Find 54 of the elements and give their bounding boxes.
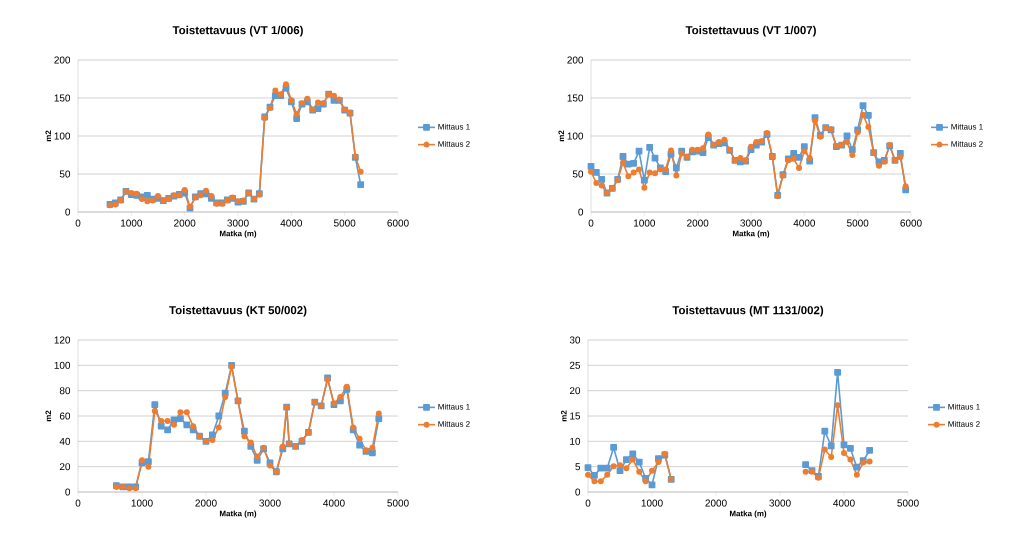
x-tick-label: 2000 [174, 219, 196, 227]
x-tick-label: 4000 [833, 499, 855, 507]
x-tick-label: 3000 [769, 499, 791, 507]
x-tick-label: 4000 [280, 219, 303, 227]
chart-title: Toistettavuus (KT 50/002) [169, 305, 307, 317]
x-tick-label: 5000 [847, 219, 869, 227]
x-tick-label: 0 [585, 499, 591, 507]
y-tick-label: 10 [570, 437, 581, 445]
x-tick-label: 6000 [900, 219, 922, 227]
y-tick-label: 120 [54, 336, 71, 344]
x-tick-label: 2000 [705, 499, 727, 507]
y-tick-label: 50 [59, 170, 71, 178]
x-tick-label: 1000 [641, 499, 663, 507]
y-tick-label: 150 [567, 94, 584, 102]
x-tick-label: 4000 [323, 499, 345, 507]
x-tick-label: 1000 [634, 219, 656, 227]
x-tick-label: 1000 [121, 219, 143, 227]
x-tick-label: 2000 [195, 499, 217, 507]
x-tick-label: 3000 [740, 219, 762, 227]
x-tick-label: 5000 [333, 219, 356, 227]
y-tick-label: 0 [578, 208, 584, 216]
chart-title: Toistettavuus (MT 1131/002) [672, 305, 824, 317]
y-tick-label: 20 [59, 463, 71, 471]
y-tick-label: 100 [567, 132, 584, 140]
x-tick-label: 2000 [687, 219, 709, 227]
y-tick-label: 15 [570, 412, 581, 420]
chart-title: Toistettavuus (VT 1/006) [172, 25, 303, 37]
y-tick-label: 25 [569, 361, 581, 369]
y-tick-label: 5 [575, 463, 581, 471]
x-tick-label: 3000 [259, 499, 281, 507]
y-tick-label: 30 [569, 336, 581, 344]
chart-title: Toistettavuus (VT 1/007) [685, 25, 816, 37]
y-tick-label: 200 [54, 56, 71, 64]
x-tick-label: 0 [588, 219, 594, 227]
y-tick-label: 0 [575, 488, 581, 496]
y-tick-label: 0 [65, 208, 71, 216]
y-tick-label: 50 [572, 170, 584, 178]
y-tick-label: 60 [59, 412, 71, 420]
x-tick-label: 5000 [897, 499, 919, 507]
x-tick-label: 1000 [131, 499, 153, 507]
x-tick-label: 0 [75, 219, 81, 227]
x-tick-label: 3000 [227, 219, 249, 227]
y-tick-label: 20 [569, 387, 581, 395]
x-tick-label: 6000 [387, 219, 409, 227]
x-tick-label: 4000 [793, 219, 816, 227]
y-tick-label: 100 [54, 361, 71, 369]
y-tick-label: 150 [54, 94, 71, 102]
x-tick-label: 5000 [387, 499, 409, 507]
y-tick-label: 40 [59, 437, 71, 445]
y-tick-label: 100 [54, 132, 71, 140]
y-tick-label: 0 [65, 488, 71, 496]
x-tick-label: 0 [75, 499, 81, 507]
y-tick-label: 80 [59, 387, 71, 395]
y-tick-label: 200 [567, 56, 584, 64]
